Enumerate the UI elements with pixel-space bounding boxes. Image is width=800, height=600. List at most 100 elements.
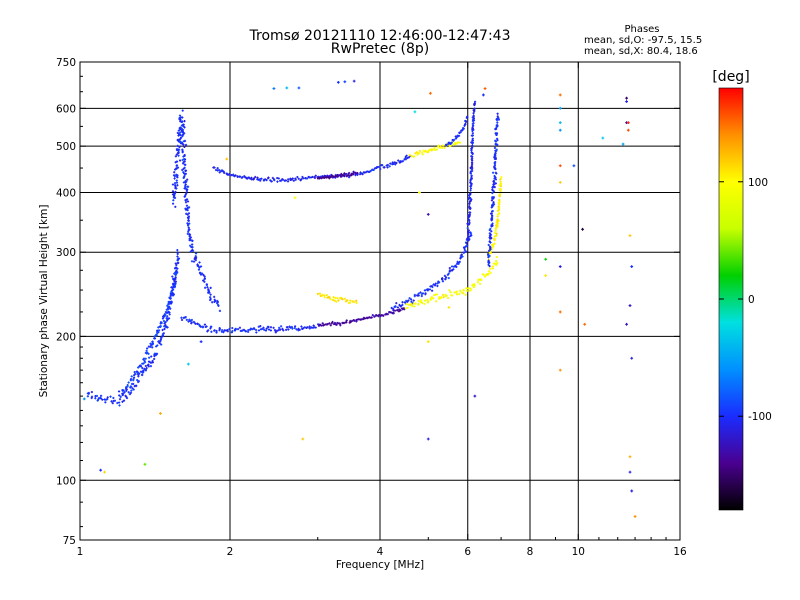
data-point [494,127,498,130]
data-point [183,132,186,135]
data-point [479,282,482,285]
data-point [467,219,471,222]
data-point [434,282,437,285]
data-point [448,289,451,292]
data-point [455,293,459,296]
data-point [263,328,266,331]
data-point [153,337,156,340]
data-point [432,283,435,286]
data-point [383,166,386,169]
data-point [468,205,471,208]
data-point [489,271,492,274]
data-point [473,107,476,110]
data-point [141,367,144,370]
data-point [232,173,235,176]
data-point [153,357,156,361]
colorbar-label: [deg] [712,69,749,85]
data-point [177,139,180,142]
data-point [174,266,178,269]
data-point [287,328,290,331]
data-point [352,173,355,176]
data-point [373,315,376,318]
data-point [328,322,331,325]
data-point [630,265,634,268]
data-point [277,177,280,180]
y-tick-label: 300 [56,247,76,259]
data-point [353,319,356,322]
data-point [155,352,159,355]
data-point [176,166,180,169]
data-point [175,181,179,184]
data-point [257,329,261,332]
data-point [423,302,426,306]
data-point [455,136,458,139]
data-point [558,265,562,268]
data-point [339,324,342,327]
data-point [177,154,180,157]
data-point [500,176,503,179]
data-point [397,310,400,313]
data-point [351,300,354,303]
data-point [175,148,179,152]
data-point [443,146,446,149]
data-point [179,131,182,134]
data-point [171,275,174,278]
data-point [493,262,496,265]
data-point [142,357,146,360]
data-point [433,146,436,150]
data-point [181,116,184,119]
grid-lines [80,62,680,540]
data-point [395,302,398,305]
data-point [473,100,477,103]
data-point [399,305,402,308]
data-point [165,308,168,311]
data-point [177,150,180,154]
data-point [218,168,221,172]
data-point [132,376,136,379]
data-point [628,455,632,459]
data-point [377,315,380,318]
data-point [118,398,122,401]
data-point [176,251,179,254]
data-point [323,296,326,299]
data-point [198,261,201,264]
data-point [469,171,472,174]
data-point [180,316,183,319]
data-point [469,200,472,203]
data-point [183,195,186,198]
data-point [192,260,196,263]
data-point [449,291,452,294]
data-point [348,171,351,175]
data-point [467,229,470,232]
data-point [201,326,205,329]
data-point [184,183,187,186]
data-point [169,307,172,310]
data-point [468,214,471,217]
data-point [182,162,185,165]
data-point [477,278,480,282]
data-point [182,155,185,158]
data-point [183,157,186,161]
data-point [496,222,499,225]
data-point [386,166,389,169]
data-point [160,321,163,325]
data-point [448,270,451,273]
data-point [185,318,188,321]
data-point [411,304,414,308]
data-point [487,270,491,273]
data-point [174,184,177,187]
data-point [321,293,324,296]
data-point [309,176,313,179]
data-point [146,351,149,354]
data-point [289,326,292,329]
data-point [558,310,562,314]
data-point [470,158,473,161]
data-point [173,177,176,180]
data-point [221,329,224,332]
data-point [183,145,186,149]
data-point [207,291,210,294]
data-point [496,115,499,118]
data-point [426,437,430,441]
data-point [420,299,423,302]
data-point [470,134,473,137]
